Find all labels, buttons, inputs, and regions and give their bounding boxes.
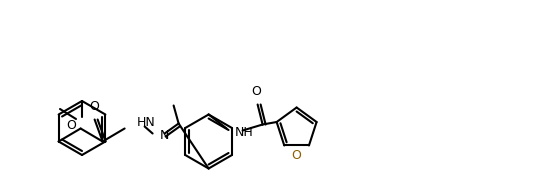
- Text: N: N: [160, 129, 169, 142]
- Text: O: O: [90, 100, 100, 112]
- Text: NH: NH: [234, 126, 253, 139]
- Text: O: O: [291, 150, 301, 163]
- Text: O: O: [252, 84, 261, 97]
- Text: O: O: [66, 119, 76, 132]
- Text: HN: HN: [137, 116, 155, 129]
